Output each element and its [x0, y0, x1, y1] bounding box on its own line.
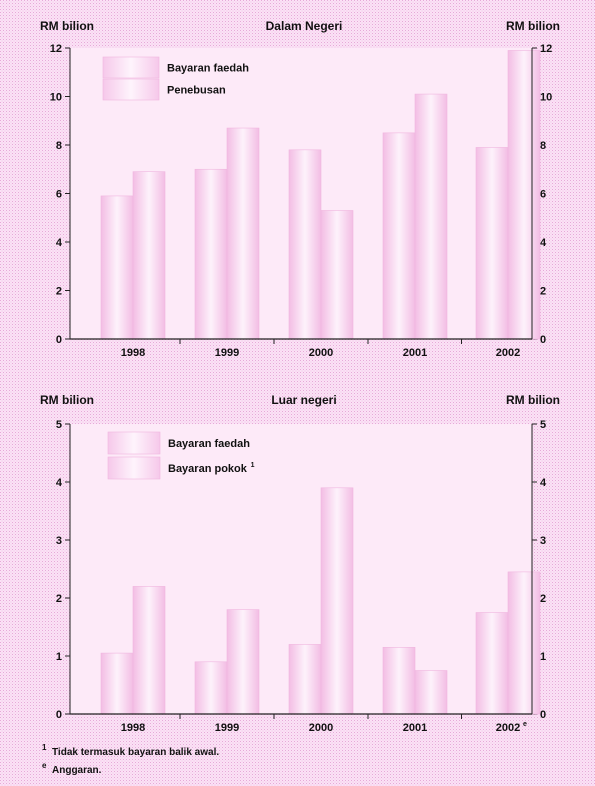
chart-panel-luar-negeri: RM bilion Luar negeri RM bilion 0 1 2 3 4 5 0… — [40, 393, 560, 734]
legend-label: Penebusan — [167, 85, 226, 97]
bar-series-2 — [320, 487, 354, 715]
footnote-mark: 1 — [42, 743, 47, 752]
bar-series-2 — [507, 571, 541, 715]
legend-swatch — [102, 56, 160, 79]
bar-series-1 — [475, 147, 509, 340]
legend-footnote-mark: 1 — [251, 462, 255, 469]
y-tick-label: 6 — [540, 189, 546, 201]
x-tick-label: 2002 — [496, 347, 520, 359]
legend-swatch — [102, 78, 160, 101]
footnote-text: Anggaran. — [52, 765, 102, 776]
footnote-mark: e — [42, 761, 47, 770]
bar-series-1 — [194, 661, 228, 715]
y-tick-label: 10 — [50, 92, 62, 104]
bar-series-2 — [320, 210, 354, 340]
y-tick-label: 2 — [56, 593, 62, 605]
x-tick-label: 1998 — [121, 347, 145, 359]
y-tick-label: 5 — [56, 419, 62, 431]
bar-series-2 — [414, 670, 448, 715]
y-tick-label: 8 — [56, 140, 62, 152]
x-tick-label: 2002 — [496, 722, 520, 734]
left-axis-unit: RM bilion — [40, 393, 94, 407]
y-tick-label: 1 — [540, 651, 546, 663]
y-tick-label: 4 — [56, 477, 63, 489]
chart-title: Dalam Negeri — [266, 19, 343, 33]
bar-series-2 — [226, 609, 260, 715]
x-tick-label: 1999 — [215, 347, 239, 359]
y-tick-label: 8 — [540, 140, 546, 152]
bar-series-1 — [288, 149, 322, 340]
legend-swatch — [107, 456, 161, 480]
y-tick-label: 12 — [540, 43, 552, 55]
y-tick-label: 0 — [56, 709, 62, 721]
x-tick-label: 2000 — [309, 347, 333, 359]
y-tick-label: 0 — [540, 709, 546, 721]
footnote-text: Tidak termasuk bayaran balik awal. — [52, 747, 219, 758]
y-tick-label: 4 — [540, 237, 547, 249]
bar-series-2 — [132, 586, 166, 715]
y-tick-label: 12 — [50, 43, 62, 55]
x-tick-label: 2000 — [309, 722, 333, 734]
y-tick-label: 3 — [56, 535, 62, 547]
legend-label: Bayaran faedah — [167, 63, 249, 75]
y-tick-label: 6 — [56, 189, 62, 201]
y-tick-label: 0 — [56, 334, 62, 346]
y-tick-label: 5 — [540, 419, 546, 431]
bar-series-2 — [132, 171, 166, 340]
bar-series-2 — [414, 93, 448, 340]
x-tick-footnote-mark: e — [523, 721, 527, 728]
legend-label: Bayaran faedah — [168, 438, 250, 450]
bar-series-1 — [382, 646, 416, 715]
y-tick-label: 2 — [540, 593, 546, 605]
bar-series-1 — [194, 168, 228, 340]
bar-series-2 — [226, 127, 260, 340]
bar-series-1 — [475, 612, 509, 715]
x-tick-label: 2001 — [403, 347, 427, 359]
footnotes: 1 Tidak termasuk bayaran balik awal. e A… — [42, 743, 219, 776]
y-tick-label: 4 — [540, 477, 547, 489]
chart-panel-dalam-negeri: RM bilion Dalam Negeri RM bilion 0 2 4 6 8 10… — [40, 19, 560, 359]
bar-series-1 — [100, 652, 134, 715]
bar-series-1 — [288, 644, 322, 715]
legend-label: Bayaran pokok — [168, 463, 248, 475]
left-axis-unit: RM bilion — [40, 19, 94, 33]
bar-series-1 — [382, 132, 416, 340]
y-tick-label: 4 — [56, 237, 63, 249]
y-tick-label: 0 — [540, 334, 546, 346]
x-tick-label: 2001 — [403, 722, 427, 734]
x-tick-label: 1999 — [215, 722, 239, 734]
y-tick-label: 1 — [56, 651, 62, 663]
bar-series-1 — [100, 195, 134, 340]
right-axis-unit: RM bilion — [506, 393, 560, 407]
right-axis-unit: RM bilion — [506, 19, 560, 33]
chart-title: Luar negeri — [271, 393, 336, 407]
y-tick-label: 3 — [540, 535, 546, 547]
bar-series-2 — [507, 50, 541, 340]
y-tick-label: 2 — [56, 286, 62, 298]
legend-swatch — [107, 431, 161, 455]
x-tick-label: 1998 — [121, 722, 145, 734]
y-tick-label: 10 — [540, 92, 552, 104]
y-tick-label: 2 — [540, 286, 546, 298]
